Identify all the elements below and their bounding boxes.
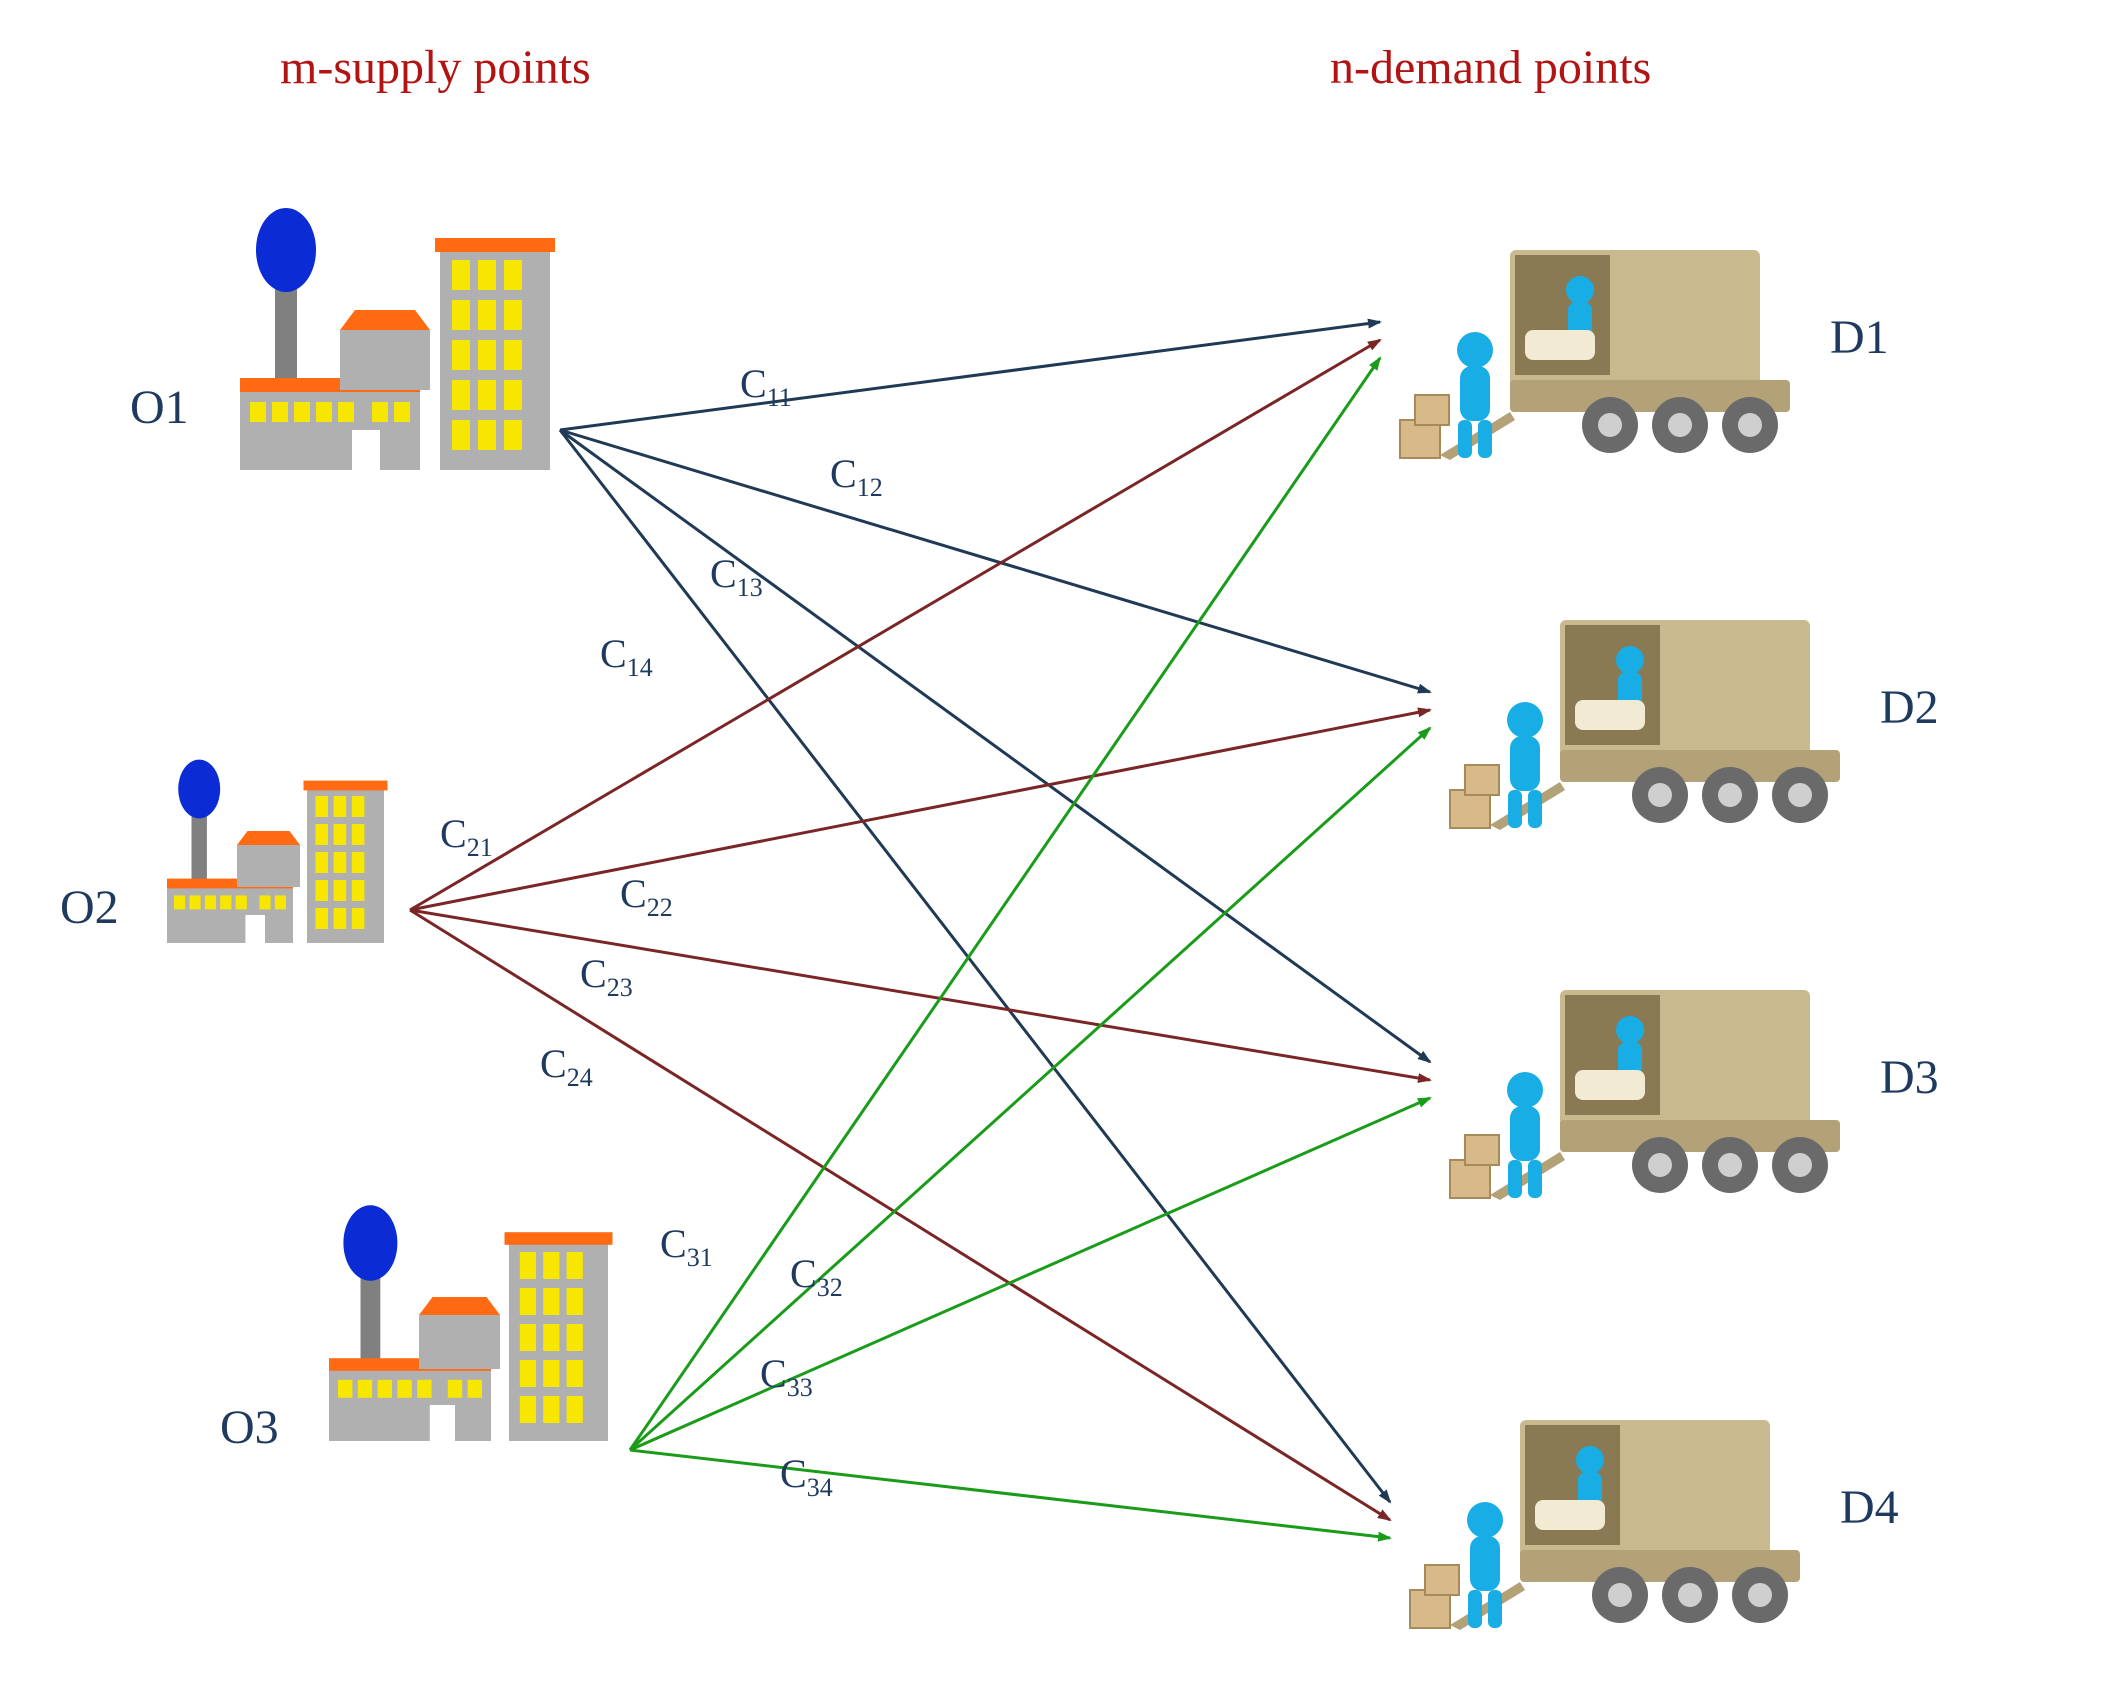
edge-cost-subscript: 22 [647, 893, 673, 922]
edge-cost-symbol: C [540, 1041, 567, 1086]
edge-cost-subscript: 21 [467, 833, 493, 862]
edge-cost-label: C13 [710, 550, 763, 603]
edge-cost-label: C23 [580, 950, 633, 1003]
edge-cost-subscript: 34 [807, 1473, 833, 1502]
supply-header: m-supply points [280, 40, 591, 95]
destination-label: D1 [1830, 310, 1889, 365]
edge-arrow [630, 1098, 1430, 1450]
edge-cost-label: C24 [540, 1040, 593, 1093]
edge-arrow [560, 430, 1390, 1502]
edge-cost-label: C33 [760, 1350, 813, 1403]
edge-cost-subscript: 33 [787, 1373, 813, 1402]
edge-cost-symbol: C [740, 361, 767, 406]
edge-cost-symbol: C [620, 871, 647, 916]
edge-arrow [630, 358, 1380, 1450]
edge-cost-symbol: C [580, 951, 607, 996]
edge-cost-symbol: C [600, 631, 627, 676]
origin-label: O1 [130, 380, 189, 435]
edge-cost-subscript: 32 [817, 1273, 843, 1302]
edge-cost-label: C12 [830, 450, 883, 503]
edge-arrow [560, 322, 1380, 430]
origin-label: O3 [220, 1400, 279, 1455]
edge-cost-symbol: C [760, 1351, 787, 1396]
destination-label: D2 [1880, 680, 1939, 735]
edge-cost-label: C31 [660, 1220, 713, 1273]
edge-cost-subscript: 23 [607, 973, 633, 1002]
edge-cost-symbol: C [440, 811, 467, 856]
edge-cost-label: C14 [600, 630, 653, 683]
edge-cost-label: C11 [740, 360, 792, 413]
edge-cost-symbol: C [660, 1221, 687, 1266]
demand-header: n-demand points [1330, 40, 1651, 95]
edge-cost-subscript: 12 [857, 473, 883, 502]
diagram-canvas: m-supply points n-demand points [0, 0, 2104, 1684]
edge-cost-subscript: 24 [567, 1063, 593, 1092]
truck-icon [1430, 590, 1850, 855]
factory-icon [320, 1180, 617, 1455]
factory-icon [160, 740, 391, 955]
truck-icon [1390, 1390, 1810, 1655]
edge-cost-subscript: 13 [737, 573, 763, 602]
edge-arrow [410, 710, 1430, 910]
truck-icon [1430, 960, 1850, 1225]
edge-arrow [560, 430, 1430, 1062]
edge-arrow [630, 728, 1430, 1450]
edge-cost-subscript: 11 [767, 383, 792, 412]
edge-cost-label: C22 [620, 870, 673, 923]
destination-label: D4 [1840, 1480, 1899, 1535]
edge-cost-subscript: 14 [627, 653, 653, 682]
edge-cost-label: C34 [780, 1450, 833, 1503]
origin-label: O2 [60, 880, 119, 935]
edge-arrow [560, 430, 1430, 692]
edge-cost-label: C32 [790, 1250, 843, 1303]
edge-cost-label: C21 [440, 810, 493, 863]
edge-cost-symbol: C [830, 451, 857, 496]
factory-icon [230, 180, 560, 485]
edge-cost-symbol: C [780, 1451, 807, 1496]
edge-cost-subscript: 31 [687, 1243, 713, 1272]
edge-arrow [630, 1450, 1390, 1538]
truck-icon [1380, 220, 1800, 485]
destination-label: D3 [1880, 1050, 1939, 1105]
edge-cost-symbol: C [790, 1251, 817, 1296]
edge-cost-symbol: C [710, 551, 737, 596]
